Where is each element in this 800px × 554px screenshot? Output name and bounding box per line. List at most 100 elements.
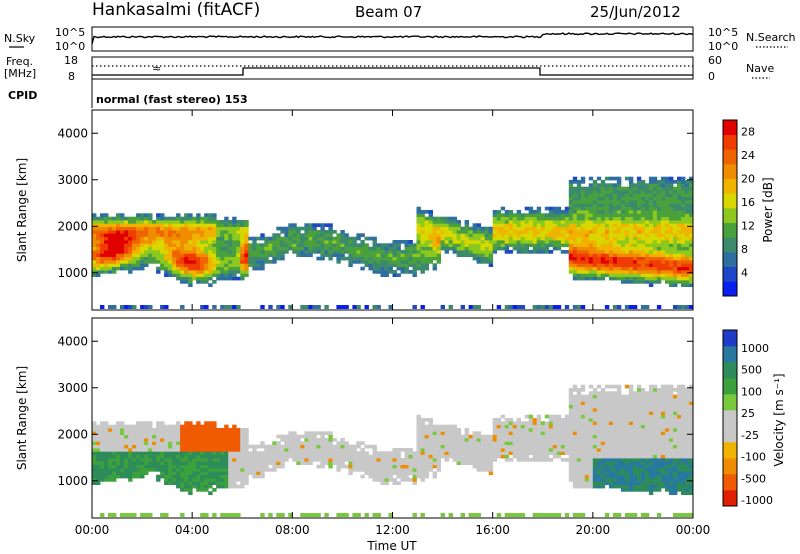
velocity-cell [396, 464, 401, 469]
power-cell [108, 230, 113, 234]
power-cell [665, 280, 670, 284]
velocity-cell [520, 428, 526, 432]
power-cell [116, 256, 121, 261]
power-cell [488, 226, 494, 231]
power-cell [208, 243, 213, 247]
velocity-cell [148, 424, 153, 429]
power-cell [188, 216, 193, 221]
power-cell [92, 253, 97, 257]
power-cell [592, 270, 598, 274]
velocity-cell [136, 471, 141, 475]
velocity-cell [300, 448, 305, 452]
power-cell [144, 260, 149, 264]
power-cell [148, 233, 153, 237]
velocity-cell [568, 418, 574, 422]
velocity-cell [220, 458, 225, 462]
velocity-cell [112, 458, 117, 462]
power-cell [600, 210, 606, 214]
velocity-cell [124, 424, 129, 429]
velocity-cell [560, 421, 566, 425]
velocity-cell [644, 448, 650, 452]
power-cell [608, 253, 614, 257]
power-cell [104, 236, 109, 241]
velocity-cell [316, 438, 321, 442]
velocity-cell [336, 441, 341, 445]
velocity-cell [536, 431, 542, 435]
power-cell [300, 233, 305, 237]
power-cell [504, 236, 510, 241]
freq-panel-frame [91, 56, 694, 80]
velocity-cell [632, 424, 638, 429]
velocity-cell [332, 451, 337, 455]
power-cell [656, 280, 662, 284]
velocity-cell [388, 513, 393, 517]
velocity-cell [460, 441, 465, 445]
power-cell [612, 200, 618, 204]
power-cell [616, 200, 622, 204]
power-cell [420, 256, 425, 261]
power-cell [644, 236, 650, 241]
velocity-cell [508, 451, 514, 455]
power-cell [484, 226, 490, 231]
velocity-cell [148, 451, 153, 455]
power-cell [685, 243, 690, 247]
power-cell [648, 176, 654, 181]
velocity-cell [552, 424, 558, 429]
velocity-cell [644, 441, 650, 445]
power-cell [608, 190, 614, 194]
power-cell [420, 216, 425, 221]
power-cell [572, 236, 578, 241]
power-cell [584, 270, 590, 274]
power-cell [372, 266, 377, 271]
power-cell [524, 220, 530, 224]
power-cell [480, 250, 485, 254]
power-cell [548, 220, 554, 224]
velocity-cell [464, 428, 469, 432]
power-cell [624, 213, 630, 217]
power-cell [208, 226, 213, 231]
velocity-cell [616, 411, 622, 415]
velocity-cell [440, 431, 445, 435]
power-cell [372, 243, 377, 247]
velocity-cell [168, 468, 173, 472]
velocity-cell [420, 478, 425, 482]
velocity-cell [328, 441, 333, 445]
velocity-cell [620, 401, 626, 405]
power-cell [612, 216, 618, 221]
velocity-cell [636, 431, 642, 435]
power-cell [224, 233, 229, 237]
velocity-cell [124, 464, 129, 469]
velocity-cell [104, 474, 109, 479]
power-cell [669, 186, 674, 191]
power-cell [120, 233, 125, 237]
velocity-cell [180, 461, 185, 465]
velocity-cell [184, 478, 189, 482]
power-cell [612, 186, 618, 191]
velocity-cell [628, 478, 634, 482]
velocity-cell [284, 438, 289, 442]
velocity-cell [504, 458, 510, 462]
power-cell [236, 266, 241, 271]
velocity-cell [132, 474, 137, 479]
velocity-cell [604, 481, 610, 485]
velocity-cell [400, 471, 405, 475]
velocity-cell [516, 448, 522, 452]
velocity-cell [460, 461, 465, 465]
velocity-cell [128, 431, 133, 435]
power-cbar-tick: 24 [741, 149, 755, 162]
power-cell [336, 246, 341, 251]
power-cell [640, 186, 646, 191]
velocity-cell [224, 478, 229, 482]
power-cell [440, 236, 445, 241]
power-cell [677, 266, 682, 271]
power-cell [532, 220, 538, 224]
power-cell [677, 190, 682, 194]
velocity-cell [188, 428, 193, 432]
power-cell [685, 200, 690, 204]
power-cell [628, 233, 634, 237]
power-cell [176, 223, 181, 227]
velocity-cell [548, 448, 554, 452]
power-cell [632, 186, 638, 191]
velocity-cell [172, 451, 177, 455]
velocity-cell [508, 458, 514, 462]
